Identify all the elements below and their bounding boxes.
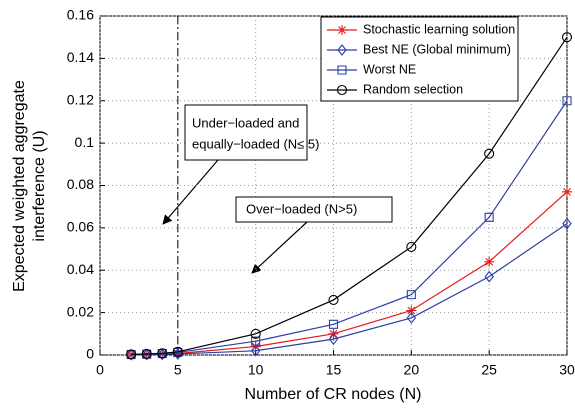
legend-box <box>320 16 519 102</box>
x-axis-label: Number of CR nodes (N) <box>245 386 422 403</box>
x-tick-label: 0 <box>96 362 104 378</box>
y-tick-label: 0.06 <box>67 219 94 235</box>
legend-label: Random selection <box>363 82 463 96</box>
data-point <box>328 319 339 329</box>
series-line <box>131 36 568 355</box>
data-point <box>172 346 183 357</box>
legend-marker <box>336 84 348 96</box>
legend-marker <box>337 65 347 75</box>
legend-marker <box>337 44 347 56</box>
data-point <box>484 256 495 267</box>
legend-label: Best NE (Global minimum) <box>363 42 511 56</box>
legend-marker <box>337 25 347 35</box>
y-tick-label: 0.02 <box>67 303 94 319</box>
data-point <box>141 348 152 361</box>
x-tick-label: 25 <box>481 362 497 378</box>
x-tick-label: 10 <box>248 362 264 378</box>
x-tick-label: 30 <box>559 362 575 378</box>
legend-label: Stochastic learning solution <box>363 22 515 36</box>
data-point <box>250 344 261 357</box>
data-point <box>250 328 261 339</box>
data-point <box>141 348 152 359</box>
y-axis-label-line: interference (U) <box>31 130 48 241</box>
data-point <box>126 348 136 361</box>
y-tick-label: 0.14 <box>67 49 94 65</box>
data-point <box>126 349 137 360</box>
annotation: Under−loaded and <box>192 115 299 130</box>
data-point <box>126 349 137 360</box>
y-axis-label-line: Expected weighted aggregate <box>11 80 28 292</box>
data-point <box>157 348 168 359</box>
data-point <box>561 32 573 43</box>
x-tick-label: 5 <box>174 362 182 378</box>
annotation: Over−loaded (N>5) <box>246 201 357 216</box>
x-tick-label: 15 <box>326 362 342 378</box>
y-tick-label: 0.04 <box>67 261 94 277</box>
y-tick-label: 0.16 <box>67 7 94 23</box>
annotation: equally−loaded (N≤ 5) <box>192 136 319 151</box>
arrow <box>162 159 219 225</box>
data-point <box>328 294 339 305</box>
data-point <box>406 241 417 252</box>
x-tick-label: 20 <box>404 362 420 378</box>
data-point <box>406 290 416 300</box>
data-point <box>484 148 495 159</box>
y-tick-label: 0.1 <box>75 134 95 150</box>
arrow <box>251 221 308 274</box>
data-point <box>484 212 494 222</box>
y-tick-label: 0.08 <box>67 176 94 192</box>
legend-label: Worst NE <box>363 62 416 76</box>
data-point <box>406 312 417 324</box>
data-point <box>484 270 494 283</box>
data-point <box>406 305 417 316</box>
data-point <box>562 186 572 197</box>
data-point <box>562 217 572 230</box>
annotation-box <box>184 104 308 161</box>
annotation-box <box>235 196 393 223</box>
data-point <box>251 336 261 346</box>
data-point <box>328 333 339 345</box>
y-tick-label: 0.12 <box>67 91 94 107</box>
data-point <box>562 96 572 106</box>
y-tick-label: 0 <box>86 346 94 362</box>
y-axis-label: Expected weighted aggregate interference… <box>11 80 48 292</box>
